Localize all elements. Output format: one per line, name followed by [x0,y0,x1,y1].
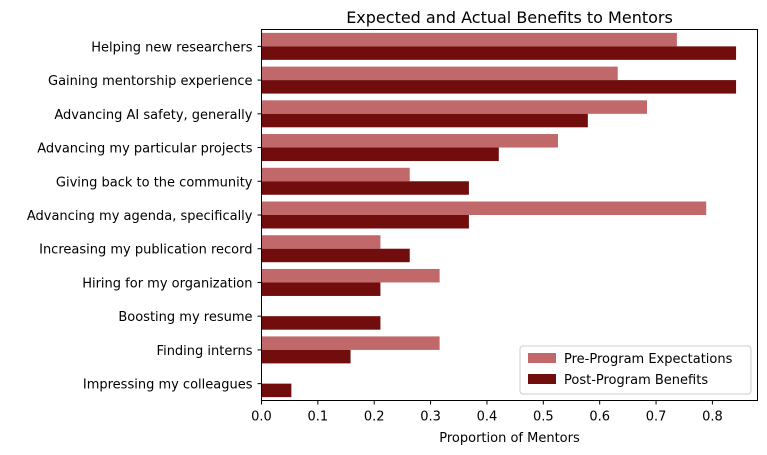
bar-post-2 [261,113,588,128]
legend-label-post: Post-Program Benefits [564,373,708,388]
bar-pre-6 [261,235,381,249]
y-tick-label: Increasing my publication record [39,243,252,258]
bar-pre-3 [261,134,558,148]
bar-post-7 [261,282,381,296]
y-tick-label: Finding interns [157,344,253,359]
y-tick-label: Helping new researchers [91,40,252,55]
x-tick-label: 0.3 [420,410,441,425]
bar-pre-0 [261,32,677,47]
bar-post-10 [261,383,292,398]
bar-pre-2 [261,100,648,114]
legend-label-pre: Pre-Program Expectations [564,352,733,367]
y-tick-label: Advancing AI safety, generally [54,108,252,123]
legend: Pre-Program Expectations Post-Program Ben… [519,345,752,395]
legend-box [519,345,752,395]
y-tick-label: Advancing my agenda, specifically [27,209,253,224]
x-axis-title: Proportion of Mentors [439,431,580,446]
y-tick-label: Giving back to the community [56,175,253,190]
y-tick-label: Advancing my particular projects [37,142,253,157]
bar-pre-1 [261,66,618,81]
x-tick-label: 0.4 [477,410,498,425]
bar-post-0 [261,46,737,60]
y-tick-label: Hiring for my organization [82,276,252,291]
bar-pre-5 [261,201,707,215]
x-tick-label: 0.7 [646,410,667,425]
plot-frame [261,29,758,401]
bar-post-8 [261,316,381,330]
x-tick-label: 0.8 [702,410,723,425]
y-tick-label: Gaining mentorship experience [48,74,252,89]
x-tick-label: 0.6 [589,410,610,425]
x-tick-label: 0.1 [308,410,329,425]
bar-post-6 [261,248,410,263]
x-tick-label: 0.5 [533,410,554,425]
chart-title: Expected and Actual Benefits to Mentors [346,8,673,27]
legend-swatch-pre [528,353,556,363]
x-tick-label: 0.0 [251,410,272,425]
bar-post-9 [261,349,351,364]
bar-post-4 [261,181,469,195]
bar-pre-7 [261,268,440,283]
y-tick-label: Boosting my resume [118,310,252,325]
x-tick-label: 0.2 [364,410,385,425]
y-axis-labels: Helping new researchers Gaining mentorshi… [27,40,262,393]
bar-post-3 [261,147,499,162]
bar-post-5 [261,215,469,229]
x-axis-ticks: 0.0 0.1 0.2 0.3 0.4 0.5 0.6 0.7 0.8 [251,400,723,425]
y-tick-label: Impressing my colleagues [83,378,253,393]
bar-pre-9 [261,336,440,350]
legend-swatch-post [528,374,556,384]
bars-layer [261,32,737,398]
bar-post-1 [261,80,737,94]
bar-pre-4 [261,167,410,182]
